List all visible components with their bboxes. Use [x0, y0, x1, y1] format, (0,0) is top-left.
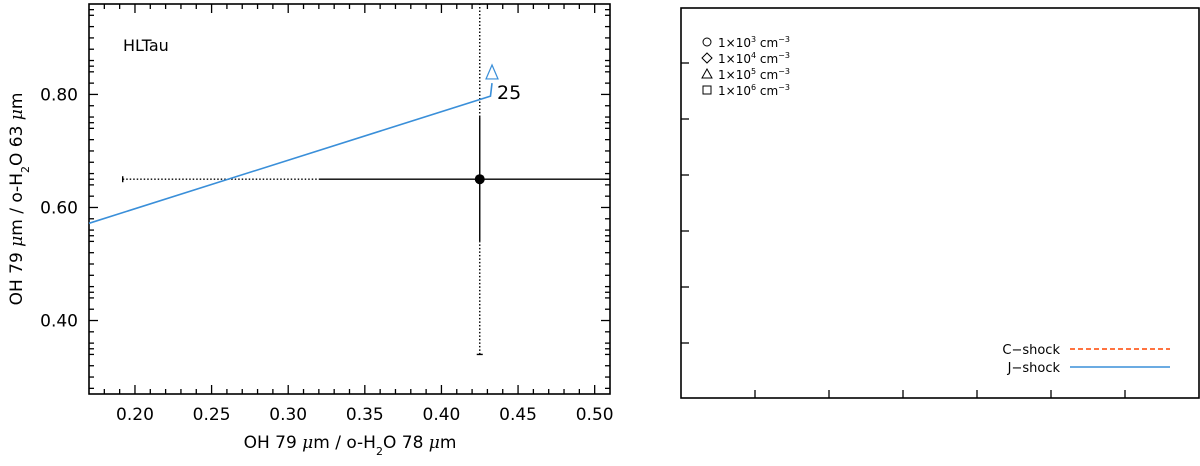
left-x-axis-label: OH 79 μm / o-H2O 78 μm	[244, 433, 457, 458]
left-axis-ticks	[89, 4, 610, 394]
left-y-tick-labels: 0.40 0.60 0.80	[40, 85, 78, 331]
legend-item-circle: 1×103 cm−3	[702, 35, 790, 50]
y-tick-label: 0.40	[40, 312, 78, 332]
y-tick-label: 0.80	[40, 85, 78, 105]
observation-error-bars	[122, 4, 610, 356]
legend-density-label: 1×103 cm−3	[718, 35, 790, 50]
legend-item-triangle: 1×105 cm−3	[701, 67, 790, 82]
legend-item-square: 1×106 cm−3	[702, 83, 790, 98]
square-marker-icon	[702, 85, 712, 95]
source-name-label: HLTau	[123, 36, 169, 55]
legend-density-label: 1×105 cm−3	[718, 67, 790, 82]
model-triangle-marker	[485, 63, 499, 80]
x-tick-label: 0.45	[499, 405, 537, 425]
y-tick-label: 0.60	[40, 198, 78, 218]
x-tick-label: 0.25	[193, 405, 231, 425]
x-tick-label: 0.50	[576, 405, 614, 425]
x-tick-label: 0.30	[269, 405, 307, 425]
legend-density-label: 1×104 cm−3	[718, 51, 790, 66]
density-legend: 1×103 cm−31×104 cm−31×105 cm−31×106 cm−3	[701, 35, 790, 98]
legend-line-label: C−shock	[1002, 343, 1060, 358]
observation-point	[474, 174, 485, 185]
left-y-axis-label: OH 79 μm / o-H2O 63 μm	[7, 93, 32, 306]
shock-type-legend: C−shock J−shock	[1002, 343, 1170, 376]
circle-marker-icon	[702, 37, 712, 47]
model-marker-label: 25	[497, 82, 521, 104]
left-x-tick-labels: 0.20 0.25 0.30 0.35 0.40 0.45 0.50	[116, 405, 614, 425]
triangle-marker-icon	[701, 67, 713, 79]
legend-item-diamond: 1×104 cm−3	[701, 51, 790, 66]
legend-density-label: 1×106 cm−3	[718, 83, 790, 98]
right-plot-frame	[680, 7, 1200, 399]
legend-line-label: J−shock	[1007, 361, 1061, 376]
x-tick-label: 0.20	[116, 405, 154, 425]
right-axis-ticks	[681, 62, 1126, 398]
j-shock-model-line	[88, 83, 493, 225]
legend-c-shock: C−shock	[1002, 343, 1170, 358]
legend-j-shock: J−shock	[1007, 361, 1170, 376]
right-panel: 1×103 cm−31×104 cm−31×105 cm−31×106 cm−3…	[680, 7, 1200, 399]
x-tick-label: 0.40	[423, 405, 461, 425]
diamond-marker-icon	[701, 52, 713, 64]
left-panel: 0.20 0.25 0.30 0.35 0.40 0.45 0.50 0.40 0.60 0.8…	[7, 3, 614, 458]
x-tick-label: 0.35	[346, 405, 384, 425]
